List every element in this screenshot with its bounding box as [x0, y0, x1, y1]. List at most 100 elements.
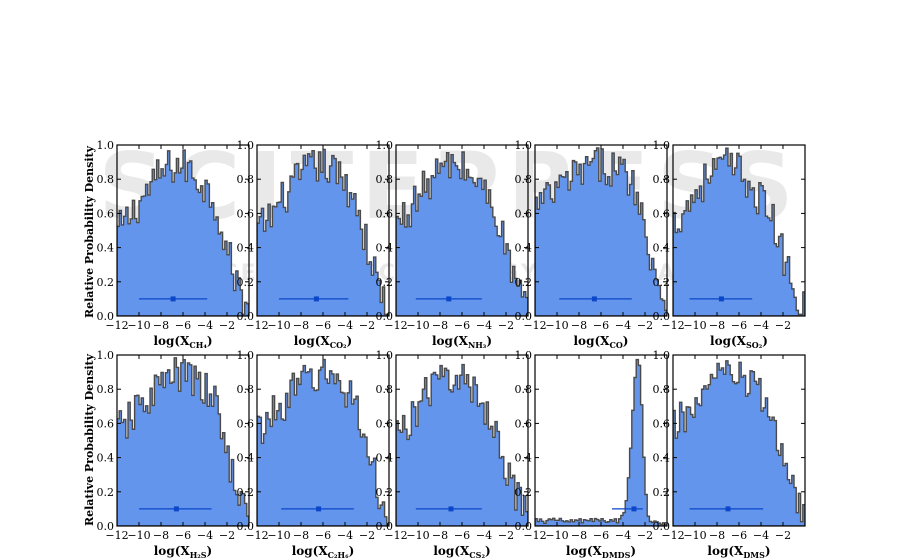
x-tick-label: −12 — [523, 529, 546, 542]
x-tick-label: −6 — [454, 319, 470, 332]
x-axis-label: log(XNH₃) — [432, 334, 492, 350]
histogram-bars — [257, 358, 389, 526]
y-tick-label: 1.0 — [376, 349, 394, 362]
y-tick-label: 0.4 — [97, 242, 115, 255]
histogram-panel: −12−10 −8 −6 −4 −2 0.0 0.2 0.4 0.6 0.8 1.0 log(XCH₄… — [97, 139, 250, 350]
y-tick-label: 0.0 — [653, 520, 671, 533]
x-tick-label: −6 — [593, 529, 609, 542]
median-marker — [718, 296, 724, 302]
y-tick-label: 0.8 — [97, 383, 115, 396]
x-tick-label: −12 — [384, 319, 407, 332]
y-tick-label: 0.6 — [237, 417, 255, 430]
y-tick-label: 0.0 — [653, 310, 671, 323]
x-axis-label: log(XCH₄) — [153, 334, 212, 350]
median-marker — [446, 296, 452, 302]
y-tick-label: 1.0 — [515, 139, 533, 152]
y-tick-label: 0.0 — [515, 520, 533, 533]
histogram-panel: −12−10 −8 −6 −4 −2 0.0 0.2 0.4 0.6 0.8 1.0 log(XDMS… — [653, 349, 806, 558]
x-axis-label: log(XCO₂) — [294, 334, 352, 350]
histogram-panel: −12−10 −8 −6 −4 −2 0.0 0.2 0.4 0.6 0.8 1.0 log(XCS₂… — [376, 349, 529, 558]
y-tick-label: 0.0 — [376, 520, 394, 533]
x-tick-label: −2 — [359, 319, 375, 332]
x-tick-label: −6 — [731, 529, 747, 542]
y-tick-label: 0.2 — [653, 486, 671, 499]
histogram-bars — [535, 147, 667, 316]
x-tick-label: −12 — [245, 529, 268, 542]
y-tick-label: 0.8 — [376, 383, 394, 396]
median-marker — [631, 506, 637, 512]
x-tick-label: −4 — [197, 319, 213, 332]
y-tick-label: 0.8 — [97, 173, 115, 186]
x-tick-label: −2 — [775, 529, 791, 542]
y-tick-label: 0.4 — [653, 242, 671, 255]
median-marker — [316, 506, 322, 512]
y-tick-label: 0.2 — [376, 276, 394, 289]
x-tick-label: −6 — [593, 319, 609, 332]
x-tick-label: −8 — [293, 319, 309, 332]
x-tick-label: −6 — [315, 529, 331, 542]
y-tick-label: 0.6 — [97, 207, 115, 220]
y-tick-label: 0.0 — [237, 520, 255, 533]
x-tick-label: −2 — [637, 319, 653, 332]
x-tick-label: −12 — [661, 529, 684, 542]
x-tick-label: −4 — [476, 319, 492, 332]
y-tick-label: 0.6 — [97, 417, 115, 430]
x-axis-label: log(XDMS) — [707, 544, 770, 558]
y-tick-label: 0.0 — [97, 520, 115, 533]
x-axis-label: log(XC₂H₆) — [292, 544, 355, 558]
y-tick-label: 0.6 — [376, 207, 394, 220]
y-tick-label: 0.2 — [97, 276, 115, 289]
x-tick-label: −12 — [245, 319, 268, 332]
x-tick-label: −4 — [615, 529, 631, 542]
x-tick-label: −10 — [545, 529, 568, 542]
median-marker — [591, 296, 597, 302]
y-tick-label: 0.6 — [515, 207, 533, 220]
x-tick-label: −12 — [523, 319, 546, 332]
x-tick-label: −6 — [731, 319, 747, 332]
x-tick-label: −4 — [337, 319, 353, 332]
y-tick-label: 1.0 — [237, 139, 255, 152]
histogram-panel: −12−10 −8 −6 −4 −2 0.0 0.2 0.4 0.6 0.8 1.0 log(XNH₃… — [376, 139, 529, 350]
y-tick-label: 0.8 — [237, 173, 255, 186]
median-marker — [725, 506, 731, 512]
x-tick-label: −4 — [615, 319, 631, 332]
x-tick-label: −2 — [359, 529, 375, 542]
x-tick-label: −4 — [337, 529, 353, 542]
x-axis-label: log(XCS₂) — [433, 544, 490, 558]
x-tick-label: −10 — [683, 319, 706, 332]
histogram-bars — [396, 151, 528, 316]
x-tick-label: −10 — [127, 529, 150, 542]
x-tick-label: −6 — [175, 529, 191, 542]
histogram-bars — [396, 363, 528, 526]
x-tick-label: −8 — [709, 319, 725, 332]
y-tick-label: 0.2 — [515, 486, 533, 499]
x-tick-label: −4 — [753, 529, 769, 542]
x-tick-label: −6 — [175, 319, 191, 332]
y-tick-label: 0.2 — [376, 486, 394, 499]
x-tick-label: −12 — [384, 529, 407, 542]
y-tick-label: 0.2 — [97, 486, 115, 499]
y-axis-label-top: Relative Probability Density — [83, 145, 96, 318]
y-tick-label: 0.2 — [653, 276, 671, 289]
x-axis-label: log(XSO₂) — [710, 334, 768, 350]
x-tick-label: −2 — [219, 319, 235, 332]
x-tick-label: −2 — [775, 319, 791, 332]
x-tick-label: −10 — [406, 529, 429, 542]
y-tick-label: 0.2 — [515, 276, 533, 289]
y-tick-label: 0.2 — [237, 276, 255, 289]
x-tick-label: −10 — [267, 319, 290, 332]
x-tick-label: −2 — [637, 529, 653, 542]
x-tick-label: −8 — [153, 529, 169, 542]
y-tick-label: 0.4 — [237, 452, 255, 465]
y-tick-label: 1.0 — [376, 139, 394, 152]
y-tick-label: 0.4 — [376, 452, 394, 465]
histogram-panel: −12−10 −8 −6 −4 −2 0.0 0.2 0.4 0.6 0.8 1.0 log(XCO₂… — [237, 139, 390, 350]
histogram-panel: −12−10 −8 −6 −4 −2 0.0 0.2 0.4 0.6 0.8 1.0 log(XH₂S… — [97, 349, 250, 558]
y-tick-label: 0.6 — [376, 417, 394, 430]
y-tick-label: 1.0 — [653, 349, 671, 362]
x-tick-label: −8 — [432, 529, 448, 542]
histogram-grid: −12−10 −8 −6 −4 −20.00.20.40.60.81.0log(XCH₄… — [97, 139, 806, 558]
x-axis-label: log(XCO) — [574, 334, 629, 350]
x-tick-label: −4 — [753, 319, 769, 332]
x-tick-label: −4 — [197, 529, 213, 542]
